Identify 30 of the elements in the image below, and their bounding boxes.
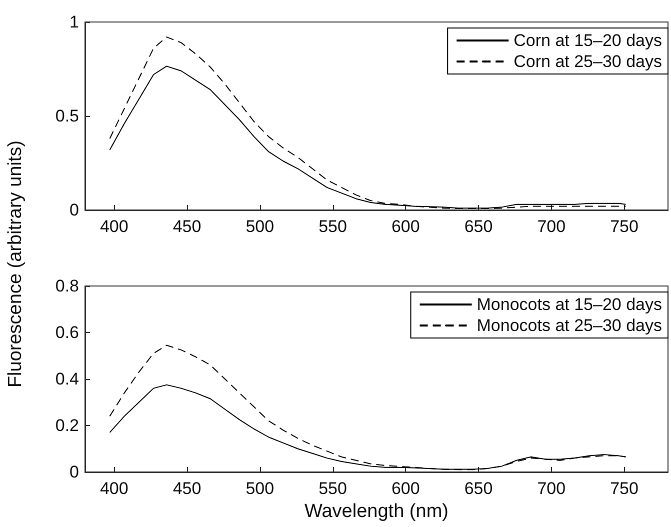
x-axis-title: Wavelength (nm) bbox=[304, 500, 448, 522]
x-tick-label: 600 bbox=[391, 479, 420, 498]
x-tick-label: 450 bbox=[172, 479, 202, 498]
x-tick-label: 500 bbox=[246, 479, 274, 498]
y-tick-label: 0.5 bbox=[55, 106, 79, 126]
legend-label: Monocots at 15–20 days bbox=[476, 295, 662, 314]
y-tick-label: 0.8 bbox=[55, 276, 79, 296]
y-tick-label: 1 bbox=[70, 12, 79, 32]
x-tick-label: 400 bbox=[100, 217, 128, 236]
y-tick-label: 0 bbox=[70, 200, 79, 220]
x-tick-label: 550 bbox=[318, 479, 347, 498]
y-tick-label: 0.4 bbox=[55, 370, 79, 388]
x-tick-label: 650 bbox=[464, 217, 493, 236]
x-tick-label: 700 bbox=[537, 479, 566, 498]
x-tick-label: 550 bbox=[318, 217, 347, 236]
x-tick-label: 750 bbox=[610, 479, 638, 498]
x-tick-label: 650 bbox=[464, 479, 493, 498]
x-tick-label: 400 bbox=[100, 479, 128, 498]
legend-label: Corn at 15–20 days bbox=[514, 31, 662, 50]
y-axis-title: Fluorescence (arbitrary units) bbox=[5, 140, 27, 388]
y-tick-label: 0.6 bbox=[55, 323, 79, 342]
x-tick-label: 450 bbox=[172, 217, 202, 236]
x-tick-label: 750 bbox=[610, 217, 638, 236]
y-tick-label: 0 bbox=[70, 462, 79, 482]
x-tick-label: 500 bbox=[246, 217, 274, 236]
y-tick-label: 0.2 bbox=[55, 416, 79, 435]
x-tick-label: 700 bbox=[537, 217, 566, 236]
legend-label: Monocots at 25–30 days bbox=[476, 316, 662, 335]
x-tick-label: 600 bbox=[391, 217, 420, 236]
legend-label: Corn at 25–30 days bbox=[514, 52, 662, 71]
